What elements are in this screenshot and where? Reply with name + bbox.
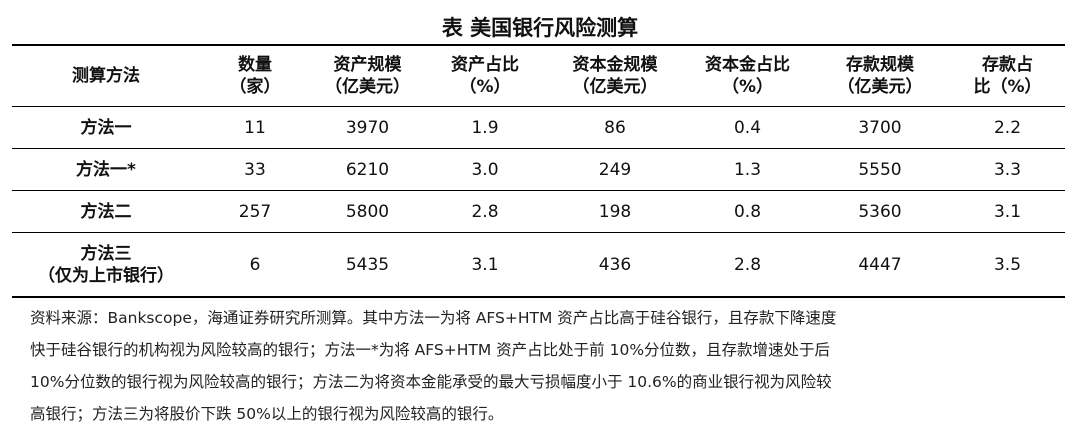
table-cell: 3700 — [858, 118, 902, 138]
header-cell: 资本金占比 （%） — [685, 48, 810, 104]
header-cell: 存款规模 （亿美元） — [810, 48, 950, 104]
table-cell: 5435 — [345, 255, 390, 275]
header-cell: 资本金规模 （亿美元） — [545, 48, 685, 104]
cell-line: 资产规模 — [333, 55, 402, 75]
cell-line: 资本金占比 — [705, 55, 790, 75]
cell-line: 存款占 — [982, 55, 1033, 75]
note-line: 10%分位数的银行视为风险较高的银行；方法二为将资本金能承受的最大亏损幅度小于 … — [30, 373, 832, 391]
table-cell: 257 — [238, 202, 272, 222]
note-line: 快于硅谷银行的机构视为风险较高的银行；方法一*为将 AFS+HTM 资产占比处于… — [30, 341, 831, 359]
cell-line: 方法一* — [76, 160, 136, 180]
table-cell: 0.8 — [733, 202, 762, 222]
rule — [12, 148, 1065, 149]
cell-line: 方法一 — [80, 118, 132, 138]
rule — [12, 44, 1065, 46]
table-cell: 2.8 — [733, 255, 762, 275]
cell-line: （家） — [229, 77, 281, 97]
note-line: 高银行；方法三为将股价下跌 50%以上的银行视为风险较高的银行。 — [30, 405, 504, 423]
table-cell: 4447 — [858, 255, 902, 275]
table-cell: 6210 — [345, 160, 390, 180]
rule — [12, 106, 1065, 107]
table-cell: 436 — [598, 255, 632, 275]
header-cell: 资产规模 （亿美元） — [310, 48, 425, 104]
table-cell: 3970 — [345, 118, 390, 138]
cell-line: 资产占比 — [451, 55, 519, 75]
header-cell: 数量 （家） — [200, 48, 310, 104]
table-cell: 249 — [598, 160, 632, 180]
cell-line: 存款规模 — [846, 55, 914, 75]
table-cell: 5800 — [345, 202, 390, 222]
table-cell: 198 — [598, 202, 632, 222]
table-cell: 1.3 — [733, 160, 762, 180]
rule — [12, 296, 1065, 298]
cell-line: （亿美元） — [837, 77, 923, 97]
table-title: 表 美国银行风险测算 — [441, 16, 639, 40]
table-cell: 33 — [244, 160, 266, 180]
cell-line: 资本金规模 — [572, 55, 658, 75]
cell-line: （亿美元） — [325, 77, 410, 97]
table-cell: 5550 — [858, 160, 902, 180]
table-cell: 2.2 — [993, 118, 1022, 138]
table-cell: 1.9 — [471, 118, 499, 138]
table-cell: 11 — [244, 118, 266, 138]
cell-line: 方法二 — [80, 202, 132, 222]
header-cell: 存款占 比（%） — [950, 48, 1065, 104]
header-cell: 测算方法 — [12, 48, 200, 104]
cell-line: （仅为上市银行） — [38, 266, 174, 286]
table-cell: 方法三 （仅为上市银行） — [12, 234, 200, 296]
rule — [12, 190, 1065, 191]
table-cell: 6 — [249, 255, 261, 275]
table-cell: 5360 — [858, 202, 902, 222]
table-cell: 方法一* — [12, 150, 200, 190]
table-cell: 3.1 — [993, 202, 1022, 222]
table-cell: 86 — [604, 118, 626, 138]
cell-line: 方法三 — [80, 244, 132, 264]
table-cell: 方法二 — [12, 192, 200, 232]
table-cell: 3.1 — [471, 255, 499, 275]
table-cell: 方法一 — [12, 108, 200, 148]
table-cell: 3.5 — [993, 255, 1022, 275]
table-cell: 3.0 — [471, 160, 499, 180]
header-cell: 资产占比 （%） — [425, 48, 545, 104]
cell-line: （%） — [721, 77, 774, 97]
note-line: 资料来源：Bankscope，海通证券研究所测算。其中方法一为将 AFS+HTM… — [30, 309, 837, 327]
cell-line: 数量 — [238, 55, 272, 75]
cell-line: 测算方法 — [72, 66, 140, 86]
table-cell: 0.4 — [733, 118, 762, 138]
cell-line: （%） — [459, 77, 511, 97]
cell-line: 比（%） — [973, 77, 1042, 97]
cell-line: （亿美元） — [572, 77, 658, 97]
table-cell: 2.8 — [471, 202, 499, 222]
rule — [12, 232, 1065, 233]
table-cell: 3.3 — [993, 160, 1022, 180]
